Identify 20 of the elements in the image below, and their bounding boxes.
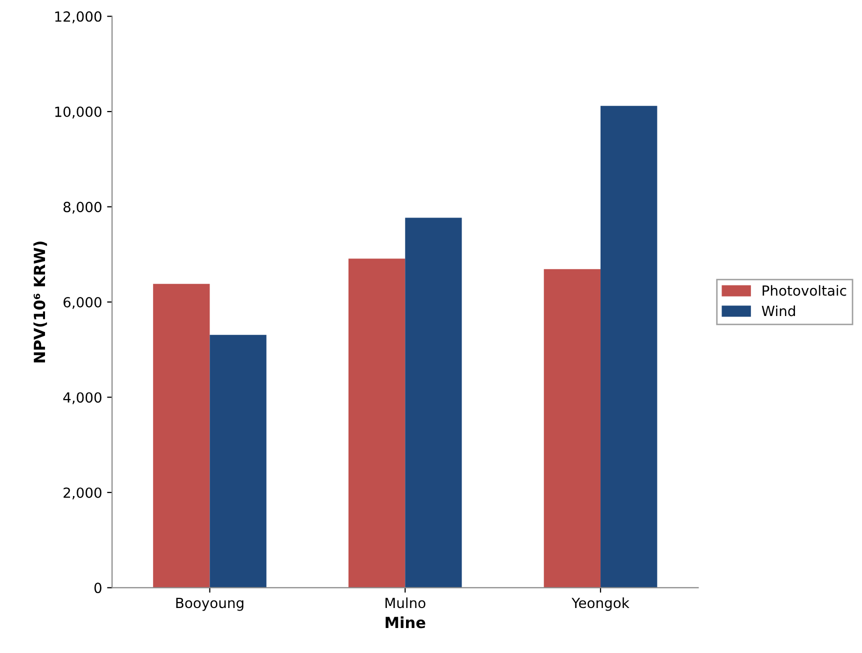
- y-tick-label: 4,000: [63, 392, 102, 404]
- y-axis-title: NPV(10⁶ KRW): [33, 242, 48, 362]
- bar: [210, 334, 266, 588]
- x-axis-title: Mine: [386, 616, 426, 628]
- bar: [600, 106, 658, 588]
- y-tick-label: 6,000: [64, 296, 102, 309]
- y-tick-label: 8,000: [64, 202, 102, 214]
- y-tick-label: 12,000: [55, 11, 102, 24]
- x-tick-label: Booyoung: [176, 598, 244, 611]
- y-tick-label: 10,000: [55, 106, 102, 118]
- y-tick-label: 2,000: [64, 487, 102, 500]
- y-tick-label: 0: [94, 582, 102, 594]
- bar: [405, 218, 462, 588]
- x-tick-label: Yeongok: [572, 597, 630, 611]
- legend-label: Wind: [762, 305, 795, 316]
- bar: [544, 269, 601, 588]
- bar: [153, 284, 210, 588]
- bar: [348, 258, 406, 588]
- legend-label: Photovoltaic: [762, 285, 846, 296]
- x-tick-label: Mulno: [386, 597, 426, 608]
